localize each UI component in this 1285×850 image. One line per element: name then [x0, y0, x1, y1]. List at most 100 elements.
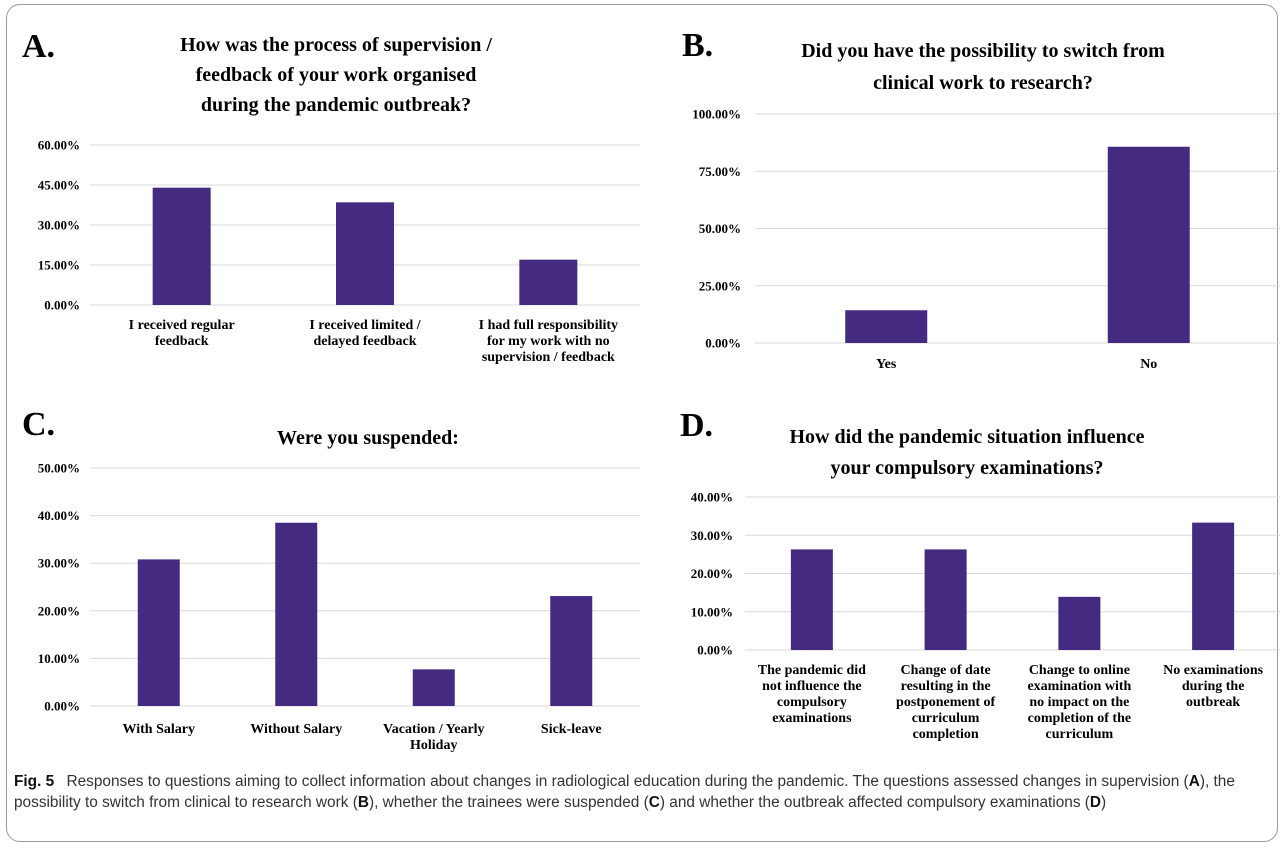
- caption-panel-ref: A: [1188, 773, 1200, 790]
- x-category-label-line: curriculum: [1046, 727, 1114, 742]
- x-category-label-line: completion: [913, 727, 979, 742]
- y-tick-label: 45.00%: [38, 178, 80, 193]
- y-tick-label: 10.00%: [38, 651, 80, 666]
- x-category-label-line: Change of date: [901, 663, 991, 678]
- x-category-label-line: completion of the: [1028, 711, 1131, 726]
- x-category-label-line: The pandemic did: [758, 663, 866, 678]
- y-tick-label: 40.00%: [38, 508, 80, 523]
- bar: [152, 187, 211, 305]
- x-category-label-line: curriculum: [912, 711, 980, 726]
- x-category-label: No examinations during the outbreak: [1163, 663, 1264, 710]
- x-category-label-line: No: [1140, 357, 1157, 372]
- figure-caption: Fig. 5 Responses to questions aiming to …: [14, 771, 1276, 813]
- panel-letter: B.: [682, 27, 713, 64]
- charts-canvas: A. How was the process of supervision / fe…: [22, 27, 1280, 753]
- chart-title: Did you have the possibility to switch f…: [801, 40, 1165, 94]
- bar: [1058, 596, 1101, 650]
- chart-title-line: feedback of your work organised: [196, 64, 477, 86]
- x-category-label-line: compulsory: [777, 695, 847, 710]
- bar: [412, 669, 455, 706]
- x-category-label-line: examinations: [772, 711, 852, 726]
- x-category-label-line: Yes: [876, 357, 897, 372]
- bar: [137, 559, 180, 706]
- chart-panel-3: D. How did the pandemic situation influen…: [680, 407, 1280, 742]
- x-category-label: I had full responsibility for my work wit…: [479, 318, 618, 365]
- chart-title-line: Did you have the possibility to switch f…: [801, 40, 1165, 62]
- chart-panel-0: A. How was the process of supervision / fe…: [22, 28, 640, 365]
- x-category-label: No: [1140, 357, 1157, 372]
- y-tick-label: 25.00%: [699, 278, 741, 293]
- chart-title-line: your compulsory examinations?: [831, 457, 1104, 479]
- chart-title: How did the pandemic situation influence…: [789, 426, 1144, 479]
- bar: [924, 549, 967, 650]
- bar: [275, 522, 318, 706]
- x-category-label: Sick-leave: [541, 722, 602, 737]
- y-tick-label: 0.00%: [705, 336, 741, 351]
- x-category-label-line: Vacation / Yearly: [383, 722, 485, 737]
- x-category-label-line: not influence the: [762, 679, 862, 694]
- y-tick-label: 100.00%: [692, 107, 741, 122]
- chart-title-line: during the pandemic outbreak?: [201, 94, 471, 116]
- x-category-label-line: examination with: [1027, 679, 1131, 694]
- y-tick-label: 20.00%: [38, 603, 80, 618]
- x-category-label-line: during the: [1182, 679, 1245, 694]
- x-category-label: Change to online examination with no impac…: [1027, 663, 1131, 742]
- x-category-label: I received regular feedback: [129, 318, 235, 349]
- chart-panel-2: C. Were you suspended: 0.00% 10.00% 20.00% 30…: [22, 406, 640, 753]
- y-tick-label: 30.00%: [38, 218, 80, 233]
- chart-title-line: How did the pandemic situation influence: [789, 426, 1144, 448]
- y-tick-label: 30.00%: [691, 528, 733, 543]
- x-category-label: The pandemic did not influence the compuls…: [758, 663, 866, 726]
- panel-letter: C.: [22, 406, 55, 443]
- chart-title-line: How was the process of supervision /: [180, 34, 492, 56]
- bar: [790, 549, 833, 650]
- x-category-label-line: No examinations: [1163, 663, 1264, 678]
- x-category-label: Without Salary: [250, 722, 342, 737]
- y-tick-label: 10.00%: [691, 604, 733, 619]
- chart-title-line: clinical work to research?: [873, 72, 1093, 94]
- chart-title: How was the process of supervision / feed…: [180, 34, 492, 116]
- y-tick-label: 60.00%: [38, 138, 80, 153]
- x-category-label-line: resulting in the: [901, 679, 991, 694]
- x-category-label: Change of date resulting in the postponeme…: [896, 663, 996, 742]
- x-category-label-line: With Salary: [123, 722, 195, 737]
- x-category-label: With Salary: [123, 722, 195, 737]
- y-tick-label: 20.00%: [691, 566, 733, 581]
- bar: [519, 259, 578, 305]
- bar: [845, 310, 928, 343]
- x-category-label-line: delayed feedback: [313, 334, 416, 349]
- x-category-label: Yes: [876, 357, 897, 372]
- x-category-label-line: feedback: [155, 334, 209, 349]
- chart-title: Were you suspended:: [277, 427, 459, 449]
- x-category-label-line: postponement of: [896, 695, 996, 710]
- y-tick-label: 15.00%: [38, 258, 80, 273]
- bar: [1107, 146, 1190, 343]
- x-category-label: Vacation / Yearly Holiday: [383, 722, 485, 753]
- chart-panel-1: B. Did you have the possibility to switch…: [682, 27, 1280, 372]
- caption-text: Responses to questions aiming to collect…: [14, 773, 1235, 811]
- caption-panel-ref: D: [1089, 794, 1102, 811]
- x-category-label-line: Sick-leave: [541, 722, 602, 737]
- x-category-label-line: supervision / feedback: [482, 350, 615, 365]
- y-tick-label: 40.00%: [691, 490, 733, 505]
- x-category-label-line: Holiday: [410, 738, 457, 753]
- y-tick-label: 0.00%: [44, 298, 80, 313]
- x-category-label-line: Without Salary: [250, 722, 342, 737]
- y-tick-label: 50.00%: [699, 221, 741, 236]
- bar: [550, 596, 593, 706]
- bar: [1192, 522, 1235, 650]
- panel-letter: D.: [680, 407, 713, 444]
- x-category-label-line: no impact on the: [1029, 695, 1129, 710]
- x-category-label-line: Change to online: [1029, 663, 1130, 678]
- y-tick-label: 50.00%: [38, 461, 80, 476]
- chart-title-line: Were you suspended:: [277, 427, 459, 449]
- caption-panel-ref: C: [648, 794, 660, 811]
- figure-frame: [6, 4, 1278, 842]
- x-category-label-line: outbreak: [1186, 695, 1240, 710]
- x-category-label-line: I received regular: [129, 318, 235, 333]
- figure-label: Fig. 5: [14, 773, 55, 790]
- y-tick-label: 0.00%: [44, 699, 80, 714]
- y-tick-label: 0.00%: [697, 643, 733, 658]
- x-category-label: I received limited / delayed feedback: [309, 318, 421, 349]
- caption-panel-ref: B: [357, 794, 369, 811]
